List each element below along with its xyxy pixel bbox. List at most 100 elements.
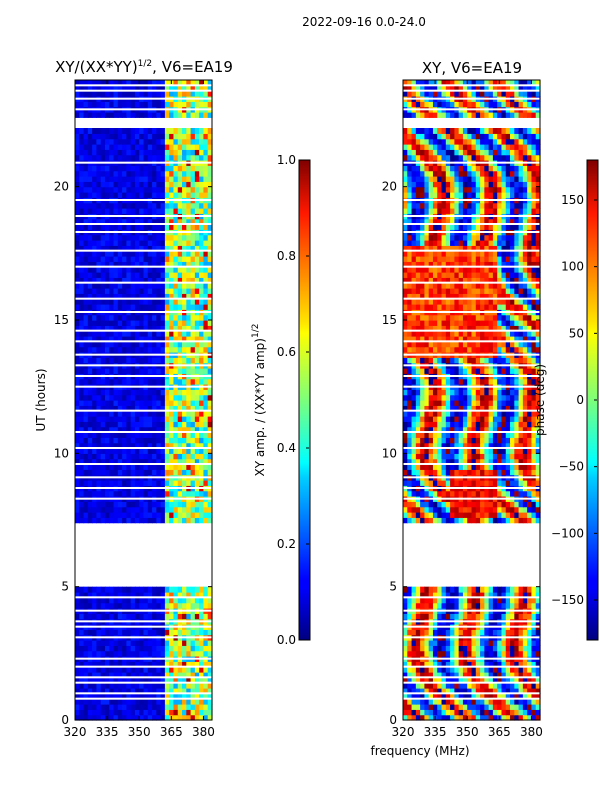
amplitude-heatmap-cell	[96, 176, 102, 182]
amplitude-heatmap-cell	[139, 261, 145, 268]
amplitude-heatmap-cell	[199, 346, 205, 353]
amplitude-heatmap-cell	[169, 469, 175, 476]
amplitude-heatmap-cell	[117, 176, 123, 182]
phase-heatmap-cell	[497, 501, 503, 508]
phase-heatmap-cell	[462, 410, 468, 417]
phase-heatmap-cell	[458, 597, 464, 604]
phase-heatmap-cell	[415, 410, 421, 417]
amplitude-heatmap-cell	[122, 688, 127, 694]
amplitude-heatmap-cell	[177, 224, 183, 230]
phase-heatmap-cell	[488, 410, 494, 417]
amplitude-heatmap-cell	[186, 640, 192, 646]
phase-heatmap-cell	[514, 586, 520, 593]
amplitude-heatmap-cell	[75, 517, 80, 524]
amplitude-heatmap-cell	[100, 224, 106, 230]
amplitude-heatmap-cell	[152, 597, 157, 604]
amplitude-heatmap-cell	[160, 400, 166, 406]
phase-heatmap-cell	[484, 698, 490, 705]
phase-heatmap-cell	[411, 421, 417, 428]
amplitude-heatmap-cell	[156, 432, 162, 438]
amplitude-heatmap-cell	[117, 192, 123, 198]
amplitude-heatmap-cell	[194, 506, 200, 513]
amplitude-heatmap-cell	[194, 394, 200, 401]
phase-heatmap-cell	[445, 677, 451, 684]
amplitude-heatmap-cell	[79, 368, 85, 374]
amplitude-heatmap-cell	[152, 304, 157, 310]
amplitude-heatmap-cell	[156, 293, 162, 300]
amplitude-heatmap-cell	[87, 645, 93, 652]
amplitude-heatmap-cell	[199, 101, 205, 108]
phase-heatmap-cell	[484, 437, 490, 444]
phase-heatmap-cell	[518, 586, 524, 593]
amplitude-heatmap-cell	[203, 234, 209, 241]
phase-heatmap-cell	[403, 640, 408, 646]
amplitude-heatmap-cell	[147, 672, 153, 678]
amplitude-heatmap-cell	[117, 458, 123, 465]
phase-heatmap-cell	[458, 688, 464, 694]
amplitude-heatmap-cell	[100, 714, 106, 721]
amplitude-heatmap-cell	[117, 202, 123, 209]
amplitude-heatmap-cell	[156, 250, 162, 257]
phase-heatmap-cell	[501, 709, 507, 716]
amplitude-heatmap-cell	[182, 448, 187, 454]
amplitude-heatmap-cell	[156, 405, 162, 412]
amplitude-heatmap-cell	[160, 714, 166, 721]
amplitude-heatmap-cell	[75, 405, 80, 412]
amplitude-heatmap-cell	[83, 469, 89, 476]
phase-heatmap-cell	[467, 410, 473, 417]
amplitude-heatmap-cell	[87, 90, 93, 97]
phase-heatmap-cell	[441, 645, 447, 652]
amplitude-heatmap-cell	[177, 149, 183, 156]
amplitude-heatmap-cell	[113, 250, 119, 257]
amplitude-heatmap-cell	[100, 517, 106, 524]
amplitude-heatmap-cell	[75, 389, 80, 396]
amplitude-heatmap-cell	[156, 421, 162, 428]
phase-heatmap-cell	[501, 661, 507, 668]
amplitude-heatmap-cell	[147, 277, 153, 284]
flagged-row	[75, 340, 212, 343]
amplitude-heatmap-cell	[207, 512, 213, 518]
phase-heatmap-cell	[510, 501, 515, 508]
amplitude-heatmap-cell	[156, 314, 162, 321]
phase-heatmap-cell	[441, 688, 447, 694]
phase-heatmap-cell	[535, 640, 541, 646]
amplitude-heatmap-cell	[147, 202, 153, 209]
amplitude-x-ticks: 320 335 350 365 380	[64, 80, 215, 739]
amplitude-heatmap-cell	[139, 661, 145, 668]
amplitude-heatmap-cell	[104, 469, 110, 476]
amplitude-heatmap-cell	[92, 506, 98, 513]
amplitude-heatmap-cell	[186, 592, 192, 598]
amplitude-heatmap-cell	[207, 320, 213, 326]
phase-heatmap-cell	[501, 458, 507, 465]
amplitude-heatmap-cell	[126, 288, 132, 294]
amplitude-heatmap-cell	[147, 400, 153, 406]
amplitude-heatmap-cell	[130, 442, 136, 449]
phase-heatmap-cell	[441, 437, 447, 444]
amplitude-heatmap-cell	[100, 128, 106, 134]
amplitude-heatmap-cell	[79, 250, 85, 257]
phase-heatmap-cell	[488, 416, 494, 422]
amplitude-heatmap-cell	[139, 208, 145, 214]
amplitude-heatmap-cell	[87, 218, 93, 225]
amplitude-heatmap-cell	[147, 586, 153, 593]
phase-heatmap-cell	[505, 453, 511, 460]
amplitude-heatmap-cell	[126, 682, 132, 689]
amplitude-heatmap-cell	[173, 277, 179, 284]
amplitude-heatmap-cell	[83, 629, 89, 636]
phase-heatmap-cell	[488, 682, 494, 689]
phase-heatmap-cell	[445, 688, 451, 694]
amplitude-heatmap-cell	[190, 586, 196, 593]
amplitude-heatmap-cell	[203, 266, 209, 273]
phase-heatmap-cell	[480, 437, 485, 444]
amplitude-heatmap-cell	[117, 704, 123, 710]
amplitude-heatmap-cell	[104, 432, 110, 438]
colorbar-tick-label: 0.2	[277, 537, 296, 551]
amplitude-heatmap-cell	[164, 346, 170, 353]
amplitude-heatmap-cell	[96, 266, 102, 273]
phase-heatmap-cell	[522, 586, 528, 593]
phase-heatmap-cell	[488, 592, 494, 598]
amplitude-heatmap-cell	[130, 154, 136, 161]
phase-heatmap-cell	[501, 448, 507, 454]
phase-heatmap-cell	[522, 405, 528, 412]
amplitude-heatmap-cell	[109, 208, 115, 214]
